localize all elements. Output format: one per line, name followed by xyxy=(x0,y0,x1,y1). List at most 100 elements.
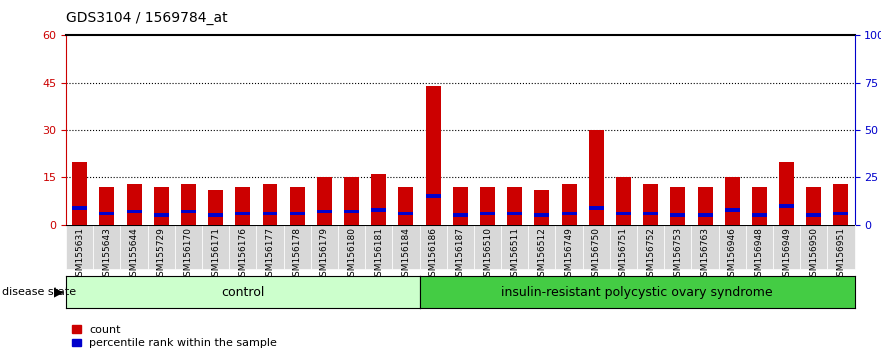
Bar xyxy=(535,213,550,217)
Bar xyxy=(535,190,550,225)
Text: GSM156177: GSM156177 xyxy=(265,227,275,282)
Bar xyxy=(827,225,855,269)
Bar xyxy=(447,225,474,269)
Bar xyxy=(93,225,121,269)
Bar xyxy=(66,225,93,269)
Bar xyxy=(154,213,169,217)
Bar xyxy=(338,225,365,269)
Text: GSM156510: GSM156510 xyxy=(483,227,492,282)
Bar xyxy=(344,210,359,213)
Bar xyxy=(121,225,148,269)
Bar xyxy=(256,225,284,269)
Bar xyxy=(371,174,386,225)
Bar xyxy=(751,213,766,217)
Bar xyxy=(751,187,766,225)
Text: GSM156180: GSM156180 xyxy=(347,227,356,282)
Bar xyxy=(235,212,250,215)
Text: GSM156751: GSM156751 xyxy=(619,227,628,282)
Text: GSM156512: GSM156512 xyxy=(537,227,546,282)
Bar xyxy=(698,213,713,217)
Bar xyxy=(806,213,821,217)
Text: GSM156950: GSM156950 xyxy=(810,227,818,282)
Text: GSM156178: GSM156178 xyxy=(292,227,301,282)
Text: GSM156750: GSM156750 xyxy=(592,227,601,282)
Bar xyxy=(202,225,229,269)
Bar xyxy=(725,208,740,212)
Bar xyxy=(833,184,848,225)
Bar xyxy=(100,187,115,225)
Bar xyxy=(561,212,576,215)
Bar xyxy=(127,184,142,225)
Bar xyxy=(72,162,87,225)
Text: GSM156946: GSM156946 xyxy=(728,227,737,282)
Bar xyxy=(561,184,576,225)
Bar xyxy=(453,187,468,225)
Bar xyxy=(643,212,658,215)
Text: GSM156752: GSM156752 xyxy=(646,227,655,282)
Bar xyxy=(610,225,637,269)
Bar xyxy=(398,187,413,225)
Bar xyxy=(317,210,332,213)
Bar xyxy=(174,225,202,269)
Text: disease state: disease state xyxy=(2,287,76,297)
Bar xyxy=(392,225,419,269)
Text: GSM155729: GSM155729 xyxy=(157,227,166,282)
Bar xyxy=(181,184,196,225)
Text: GSM155643: GSM155643 xyxy=(102,227,111,282)
Bar xyxy=(480,187,495,225)
Bar xyxy=(426,194,440,198)
Bar xyxy=(507,187,522,225)
Text: GSM156187: GSM156187 xyxy=(455,227,465,282)
Bar xyxy=(670,213,685,217)
Text: GSM156763: GSM156763 xyxy=(700,227,709,282)
Bar xyxy=(263,184,278,225)
Bar xyxy=(833,212,848,215)
Bar xyxy=(556,225,582,269)
Bar xyxy=(507,212,522,215)
Bar xyxy=(692,225,719,269)
Text: GSM156176: GSM156176 xyxy=(238,227,248,282)
Text: GDS3104 / 1569784_at: GDS3104 / 1569784_at xyxy=(66,11,227,25)
Bar xyxy=(371,208,386,212)
Bar xyxy=(127,210,142,213)
Bar xyxy=(100,212,115,215)
Bar xyxy=(725,177,740,225)
Bar xyxy=(474,225,501,269)
Bar xyxy=(589,130,603,225)
Bar xyxy=(637,225,664,269)
Bar xyxy=(529,225,556,269)
Bar xyxy=(453,213,468,217)
Bar xyxy=(398,212,413,215)
Bar xyxy=(235,187,250,225)
Text: GSM156948: GSM156948 xyxy=(755,227,764,282)
Bar xyxy=(616,177,631,225)
Bar xyxy=(806,187,821,225)
Bar xyxy=(719,225,746,269)
Text: GSM156753: GSM156753 xyxy=(673,227,683,282)
Legend: count, percentile rank within the sample: count, percentile rank within the sample xyxy=(71,325,278,348)
Bar xyxy=(148,225,174,269)
Text: GSM155631: GSM155631 xyxy=(75,227,85,282)
Text: GSM156171: GSM156171 xyxy=(211,227,220,282)
Bar xyxy=(419,225,447,269)
Bar xyxy=(616,212,631,215)
Bar xyxy=(208,190,223,225)
Text: ▶: ▶ xyxy=(54,286,63,298)
Text: GSM156181: GSM156181 xyxy=(374,227,383,282)
Bar xyxy=(664,225,692,269)
Bar xyxy=(589,206,603,210)
Text: control: control xyxy=(221,286,264,298)
Bar xyxy=(290,187,305,225)
Text: GSM156186: GSM156186 xyxy=(429,227,438,282)
Text: GSM155644: GSM155644 xyxy=(130,227,138,282)
Bar xyxy=(317,177,332,225)
Bar xyxy=(773,225,800,269)
Bar xyxy=(311,225,338,269)
Bar xyxy=(779,204,794,208)
Bar xyxy=(181,210,196,213)
Bar xyxy=(72,206,87,210)
Bar xyxy=(365,225,392,269)
Text: insulin-resistant polycystic ovary syndrome: insulin-resistant polycystic ovary syndr… xyxy=(501,286,773,298)
Bar xyxy=(800,225,827,269)
Bar xyxy=(284,225,311,269)
